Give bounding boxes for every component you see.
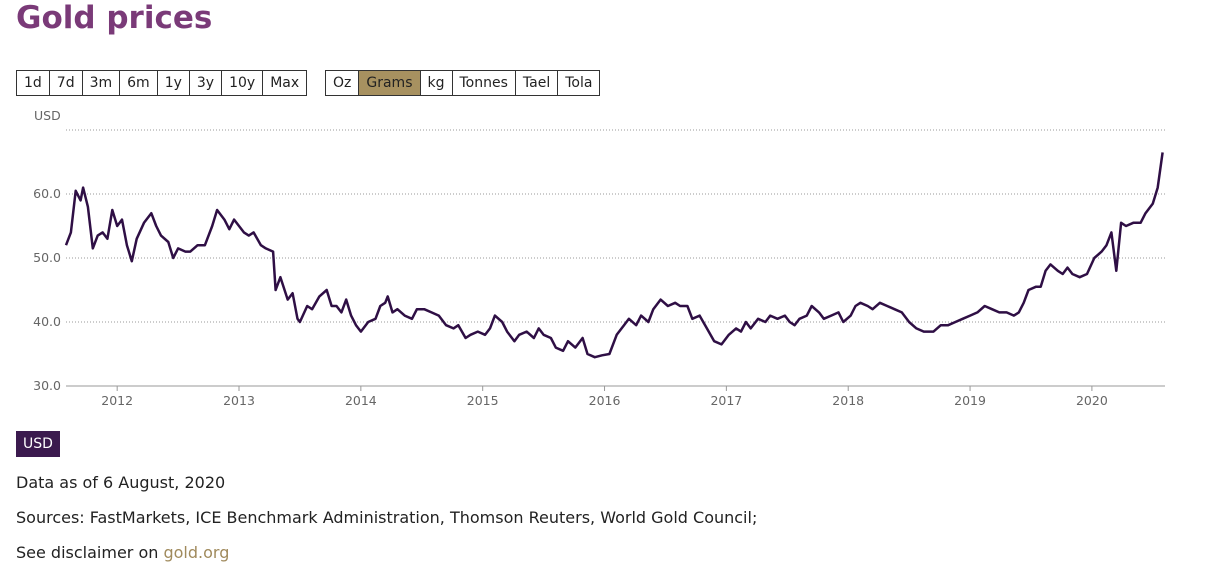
x-tick-label: 2016 [589,393,621,408]
range-button[interactable]: 10y [222,71,264,95]
x-tick-label: 2017 [710,393,742,408]
page-title: Gold prices [16,0,213,36]
unit-button[interactable]: Grams [359,71,421,95]
y-axis-label: USD [34,108,61,123]
disclaimer-text: See disclaimer on [16,543,164,562]
range-button[interactable]: 1d [17,71,50,95]
sources: Sources: FastMarkets, ICE Benchmark Admi… [16,508,758,527]
unit-button[interactable]: Tola [558,71,600,95]
x-tick-label: 2018 [832,393,864,408]
unit-button[interactable]: Oz [326,71,360,95]
range-button[interactable]: 3m [82,71,121,95]
chart: USD 30.0 40.0 50.0 60.0 2012 2013 2014 2015 2016… [33,108,1165,408]
y-tick-label: 50.0 [33,250,61,265]
range-button[interactable]: Max [263,71,307,95]
disclaimer: See disclaimer on gold.org [16,543,229,562]
unit-button[interactable]: Tonnes [452,71,516,95]
unit-selector: Oz Grams kg Tonnes Tael Tola [325,70,601,96]
x-tick-label: 2019 [954,393,986,408]
price-line [64,152,1164,359]
unit-button[interactable]: kg [420,71,453,95]
y-tick-label: 30.0 [33,378,61,393]
range-button[interactable]: 1y [157,71,190,95]
link[interactable]: gold.org [163,543,230,562]
as-of: Data as of 6 August, 2020 [16,473,226,492]
currency-badge[interactable]: USD [16,431,60,457]
range-button[interactable]: 3y [189,71,223,95]
range-button[interactable]: 6m [120,71,158,95]
x-tick-label: 2015 [467,393,499,408]
x-tick-label: 2020 [1076,393,1108,408]
x-tick-label: 2014 [345,393,377,408]
range-button[interactable]: 7d [49,71,83,95]
y-tick-label: 60.0 [33,186,61,201]
x-tick-label: 2012 [101,393,133,408]
x-tick-label: 2013 [223,393,255,408]
y-tick-label: 40.0 [33,314,61,329]
unit-button[interactable]: Tael [515,71,559,95]
range-selector: 1d 7d 3m 6m 1y 3y 10y Max [16,70,308,96]
